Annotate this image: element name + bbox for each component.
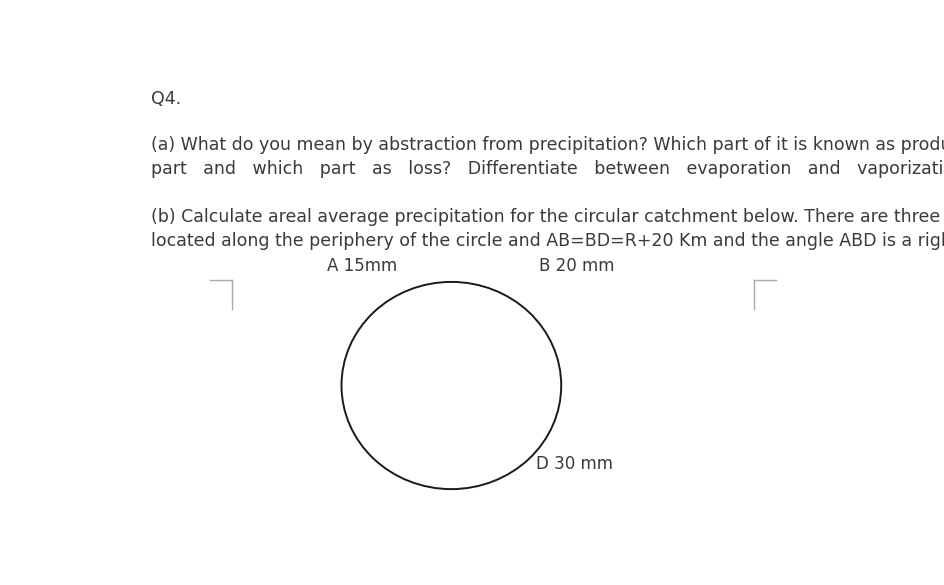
Text: B 20 mm: B 20 mm: [539, 257, 615, 275]
Text: part   and   which   part   as   loss?   Differentiate   between   evaporation  : part and which part as loss? Differentia…: [151, 160, 944, 178]
Text: Q4.: Q4.: [151, 91, 181, 108]
Text: D 30 mm: D 30 mm: [535, 455, 612, 473]
Text: located along the periphery of the circle and AB=BD=R+20 Km and the angle ABD is: located along the periphery of the circl…: [151, 232, 944, 250]
Text: (a) What do you mean by abstraction from precipitation? Which part of it is know: (a) What do you mean by abstraction from…: [151, 136, 944, 153]
Text: A 15mm: A 15mm: [327, 257, 396, 275]
Text: (b) Calculate areal average precipitation for the circular catchment below. Ther: (b) Calculate areal average precipitatio…: [151, 208, 944, 226]
